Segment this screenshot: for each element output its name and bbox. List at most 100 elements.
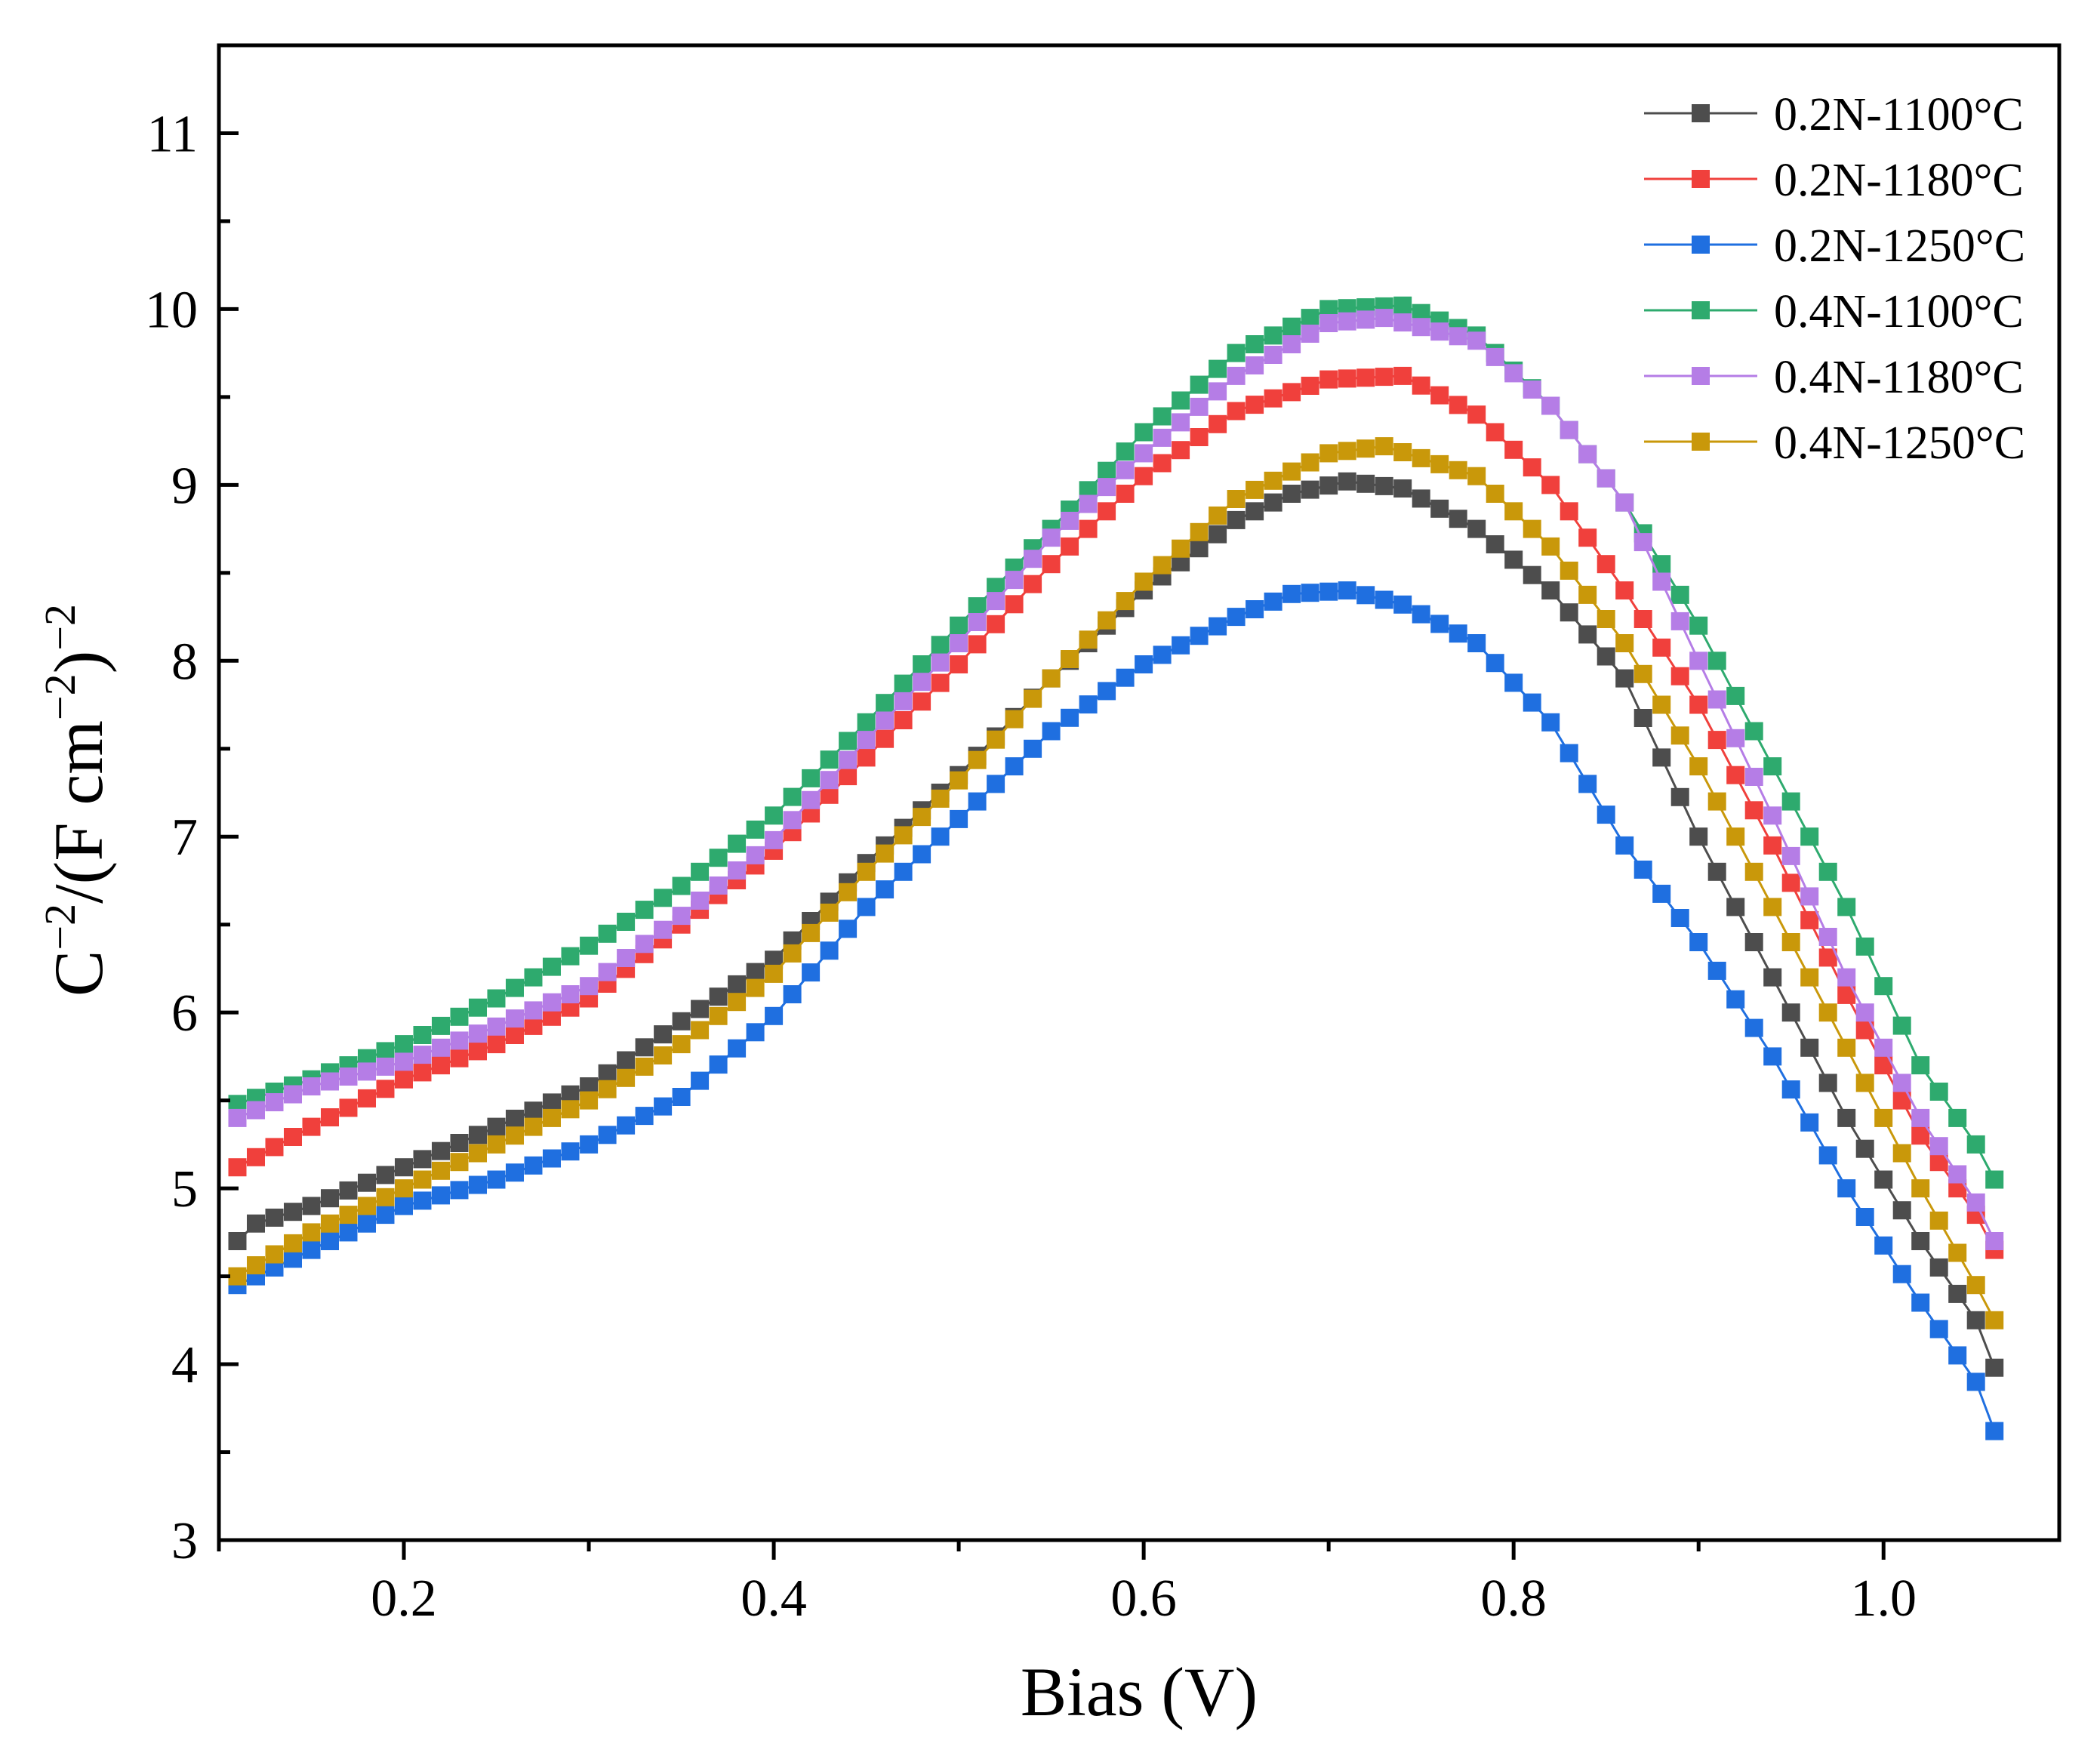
data-point [1560,603,1578,622]
data-point [506,1009,524,1028]
data-point [284,1234,302,1252]
data-point [1874,1038,1893,1057]
data-point [1227,490,1246,508]
data-point [617,913,636,931]
data-point [1393,313,1412,332]
data-point [1282,462,1301,481]
data-point [1763,806,1782,825]
data-point [1412,376,1430,395]
data-point [913,845,931,864]
data-point [1135,572,1153,591]
data-point [1707,792,1726,811]
x-tick-label: 0.8 [1480,1570,1547,1628]
y-title-base: C [40,950,117,997]
data-point [635,1057,654,1076]
x-tick-label: 0.6 [1110,1570,1177,1628]
data-point [765,830,784,849]
data-point [1689,652,1708,670]
data-point [968,597,987,616]
data-point [339,1181,358,1200]
data-point [1116,485,1135,503]
data-point [765,806,784,825]
data-point [1874,977,1893,996]
data-point [931,789,950,808]
data-point [247,1148,265,1166]
data-point [1061,708,1079,727]
data-point [1634,709,1652,727]
data-point [1430,499,1449,518]
data-point [1892,1144,1911,1163]
data-point [1264,592,1282,611]
legend-label: 0.4N-1250°C [1774,417,2025,469]
data-point [1393,443,1412,461]
data-point [1892,1074,1911,1092]
data-point [839,732,858,750]
data-point [1541,713,1560,732]
data-point [691,1000,710,1018]
data-point [1227,608,1246,627]
data-point [1356,474,1375,493]
data-point [746,1023,765,1042]
data-point [765,1006,784,1025]
data-point [506,1026,524,1044]
x-axis: 0.2 0.4 0.6 0.8 1.0 [217,1540,1917,1628]
data-point [1319,370,1338,389]
data-point [839,750,858,769]
x-tick-label: 0.4 [741,1570,807,1628]
data-point [1578,585,1597,604]
data-point [1209,506,1227,525]
data-point [1042,669,1061,688]
data-point [1190,627,1209,645]
data-point [598,1126,617,1144]
data-point [839,920,858,938]
data-point [1670,612,1689,630]
data-point [1652,572,1671,591]
data-point [506,978,524,997]
data-point [524,968,543,987]
data-point [1670,667,1689,685]
data-point [913,673,931,692]
data-point [1781,933,1800,951]
data-point [1781,1080,1800,1099]
data-point [1744,768,1763,786]
data-point [413,1026,432,1044]
data-point [857,713,876,732]
data-point [1726,729,1745,747]
data-point [487,1117,506,1136]
data-point [635,1107,654,1126]
data-point [876,844,895,863]
data-point [876,711,895,730]
data-point [894,862,913,881]
data-point [654,1046,673,1064]
data-point [1652,884,1671,903]
data-point [1246,480,1264,499]
data-point [1338,312,1356,331]
data-point [1892,1201,1911,1220]
data-point [1597,647,1615,666]
data-point [1209,382,1227,401]
data-point [395,1197,413,1215]
data-point [1338,581,1356,600]
data-point [783,985,802,1003]
data-point [506,1109,524,1128]
data-point [1246,356,1264,374]
data-point [1319,444,1338,463]
data-point [1282,335,1301,353]
y-tick-label: 3 [171,1512,198,1570]
data-point [1892,1016,1911,1035]
data-point [1005,757,1024,776]
data-point [1005,710,1024,729]
data-point [1597,610,1615,628]
data-point [765,964,784,983]
data-point [1652,695,1671,714]
data-point [1929,1211,1948,1230]
data-point [376,1080,395,1098]
data-point [487,1035,506,1054]
data-point [1467,519,1486,538]
data-point [1227,343,1246,362]
data-point [1264,471,1282,490]
data-point [413,1170,432,1189]
y-tick-label: 4 [171,1336,198,1394]
data-point [1504,364,1523,383]
data-point [950,809,968,828]
